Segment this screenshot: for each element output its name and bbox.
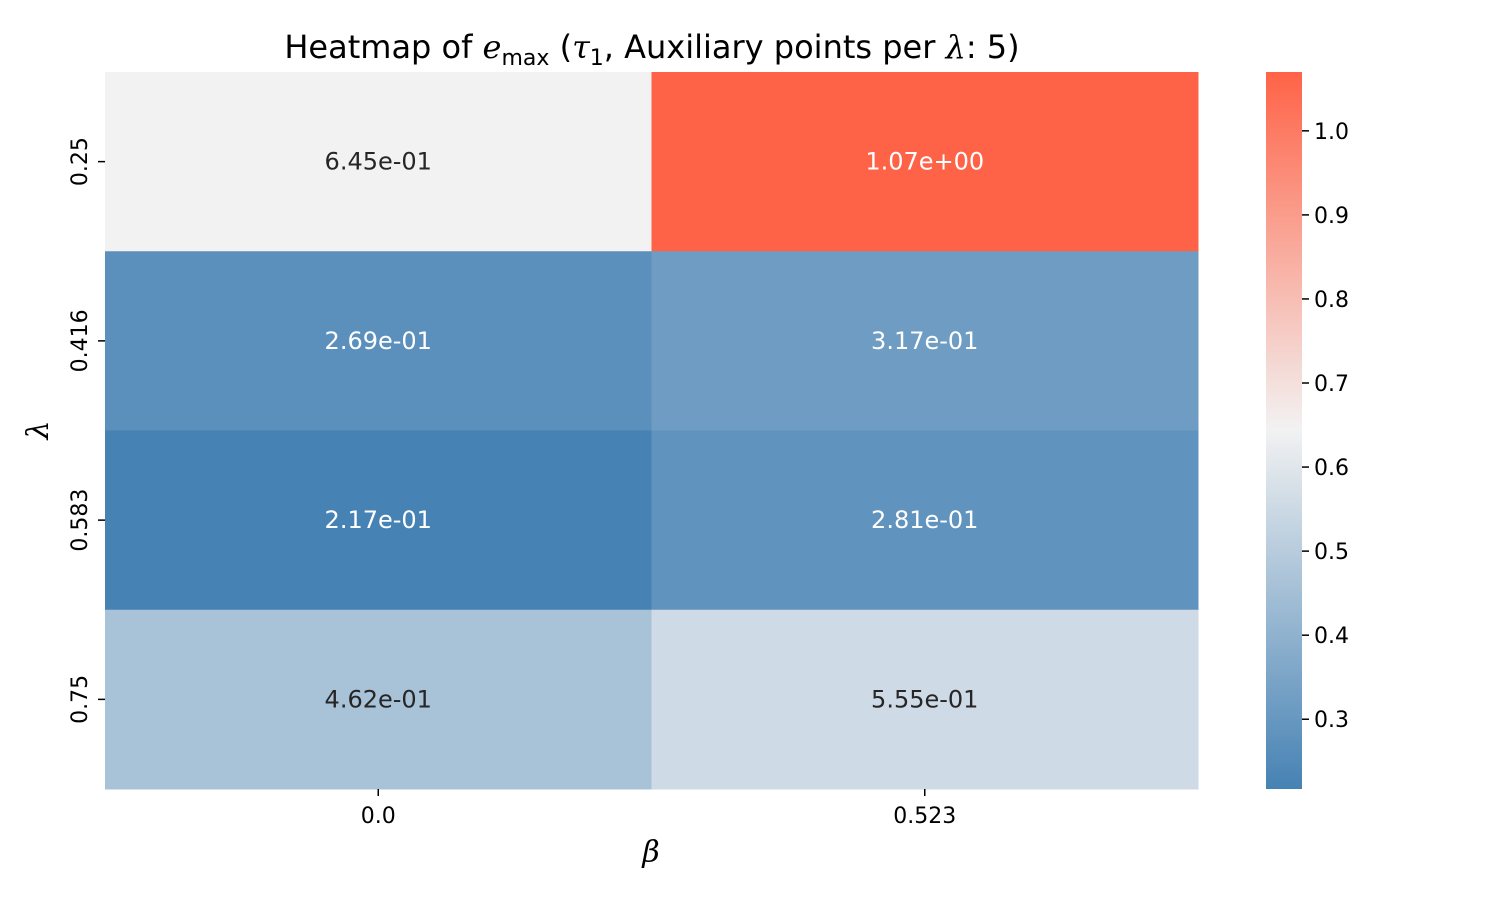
heatmap-cell	[105, 72, 652, 252]
heatmap-cell	[105, 251, 652, 431]
x-tick-label: 0.0	[361, 804, 396, 829]
x-tick-label: 0.523	[893, 804, 956, 829]
heatmap-cell	[105, 609, 652, 790]
heatmap-cell	[651, 430, 1199, 611]
heatmap-cell	[651, 251, 1199, 431]
cell-value-label: 6.45e-01	[325, 148, 432, 176]
colorbar-tick-label: 0.4	[1314, 624, 1349, 649]
colorbar	[1266, 72, 1302, 789]
heatmap-cell	[651, 72, 1199, 252]
x-axis-ticks: 0.0 0.523	[361, 789, 956, 829]
colorbar-tick-label: 0.7	[1314, 372, 1349, 397]
cell-value-label: 4.62e-01	[325, 685, 432, 713]
x-axis-label: β	[641, 835, 659, 870]
cell-value-label: 2.17e-01	[325, 506, 432, 534]
colorbar-tick-label: 1.0	[1314, 120, 1349, 145]
cell-value-label: 2.81e-01	[871, 506, 978, 534]
y-tick-label: 0.75	[68, 675, 93, 724]
y-axis-ticks: 0.25 0.416 0.583 0.75	[68, 137, 105, 724]
y-tick-label: 0.416	[68, 309, 93, 372]
cell-value-label: 1.07e+00	[865, 148, 984, 176]
colorbar-tick-label: 0.8	[1314, 288, 1349, 313]
colorbar-tick-label: 0.3	[1314, 708, 1349, 733]
heatmap-cell	[651, 609, 1199, 790]
colorbar-tick-label: 0.9	[1314, 204, 1349, 229]
colorbar-tick-label: 0.5	[1314, 540, 1349, 565]
colorbar-ticks: 0.3 0.4 0.5 0.6 0.7 0.8 0.9 1.0	[1302, 120, 1349, 733]
cell-value-label: 2.69e-01	[325, 327, 432, 355]
colorbar-tick-label: 0.6	[1314, 456, 1349, 481]
heatmap-cells: 6.45e-01 1.07e+00 2.69e-01 3.17e-01 2.17e-01…	[105, 72, 1199, 790]
heatmap-cell	[105, 430, 652, 611]
y-axis-label: λ	[21, 420, 56, 440]
cell-value-label: 5.55e-01	[871, 685, 978, 713]
y-tick-label: 0.583	[68, 489, 93, 552]
y-tick-label: 0.25	[68, 137, 93, 186]
chart-title: Heatmap of emax (τ1, Auxiliary points pe…	[284, 28, 1019, 71]
cell-value-label: 3.17e-01	[871, 327, 978, 355]
